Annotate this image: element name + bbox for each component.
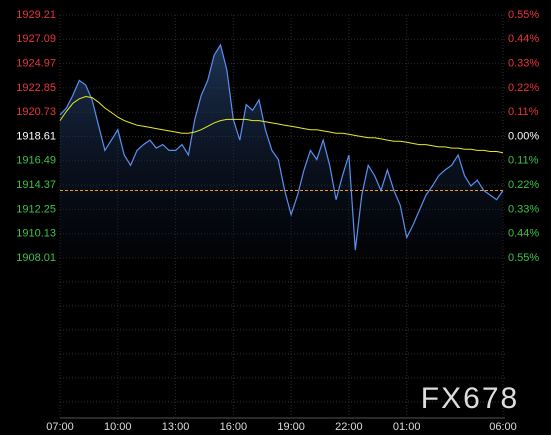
x-tick-label: 16:00	[220, 421, 248, 433]
y-tick-label: 1918.61	[16, 130, 56, 142]
y-tick-label: 1910.13	[16, 228, 56, 240]
y2-tick-label: 0.00%	[508, 130, 539, 142]
x-tick-label: 01:00	[393, 421, 421, 433]
y2-tick-label: 0.22%	[508, 82, 539, 94]
y2-tick-label: 0.11%	[508, 155, 539, 167]
y-tick-label: 1912.25	[16, 203, 56, 215]
y2-tick-label: 0.44%	[508, 228, 539, 240]
y2-tick-label: 0.33%	[508, 203, 539, 215]
price-area	[60, 44, 503, 259]
x-tick-label: 06:00	[489, 421, 517, 433]
y-tick-label: 1929.21	[16, 9, 56, 21]
average-line	[59, 95, 504, 154]
y2-tick-label: 0.55%	[508, 252, 539, 264]
y-tick-label: 1908.01	[16, 252, 56, 264]
y2-tick-label: 0.33%	[508, 58, 539, 70]
x-tick-label: 07:00	[46, 421, 74, 433]
y2-tick-label: 0.22%	[508, 179, 539, 191]
lower-panel	[60, 281, 505, 419]
y2-tick-label: 0.11%	[508, 106, 539, 118]
x-tick-label: 22:00	[335, 421, 363, 433]
x-tick-label: 10:00	[104, 421, 132, 433]
y-tick-label: 1916.49	[16, 155, 56, 167]
y-tick-label: 1920.73	[16, 106, 56, 118]
y-tick-label: 1914.37	[16, 179, 56, 191]
y2-tick-label: 0.44%	[508, 33, 539, 45]
y-tick-label: 1924.97	[16, 58, 56, 70]
watermark: FX678	[421, 382, 519, 415]
price-line	[59, 43, 504, 251]
y-tick-label: 1927.09	[16, 33, 56, 45]
y2-tick-label: 0.55%	[508, 9, 539, 21]
x-tick-label: 13:00	[162, 421, 190, 433]
y-tick-label: 1922.85	[16, 82, 56, 94]
x-tick-label: 19:00	[277, 421, 305, 433]
